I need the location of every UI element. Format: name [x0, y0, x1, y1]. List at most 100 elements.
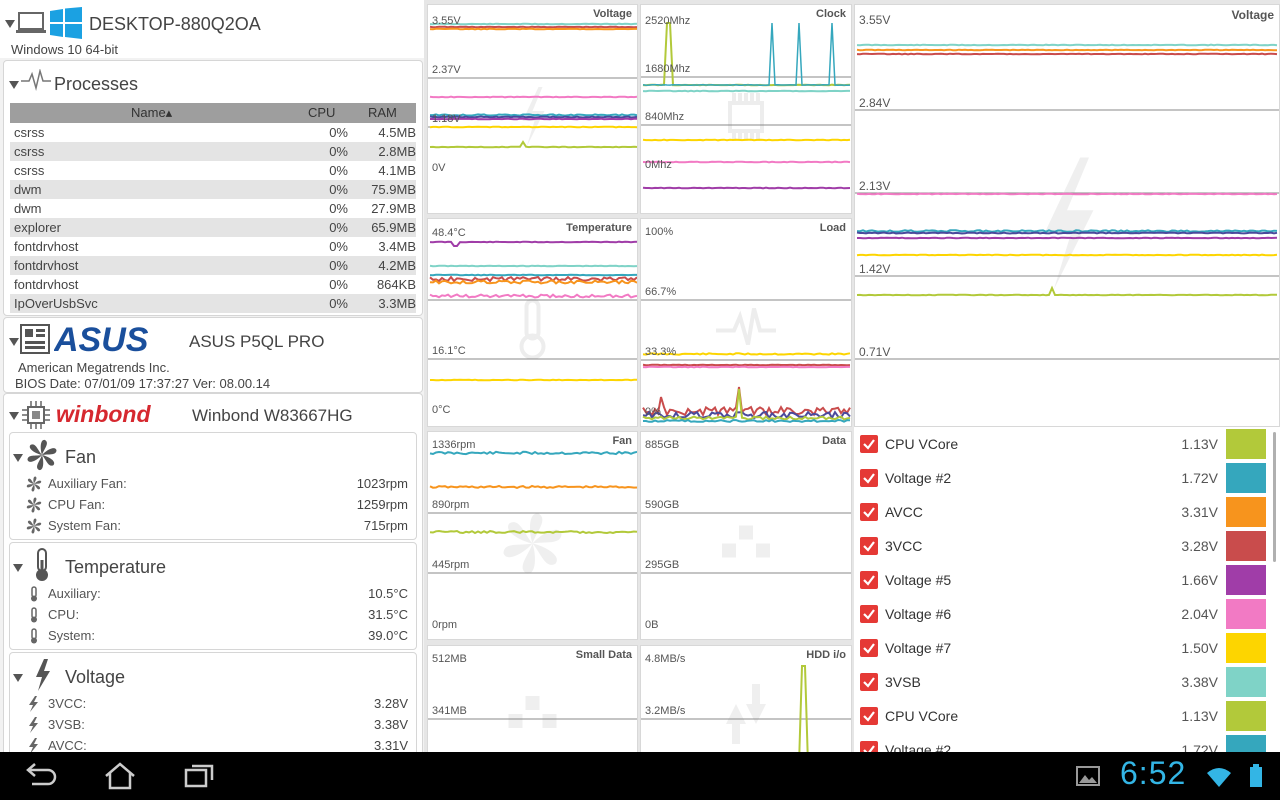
legend-item[interactable]: Voltage #5 1.66V [854, 563, 1274, 597]
thermometer-icon [31, 607, 37, 623]
thermometer-icon [31, 586, 37, 602]
processes-collapse-icon[interactable] [9, 81, 19, 89]
legend-item[interactable]: 3VSB 3.38V [854, 665, 1274, 699]
series-line [642, 388, 851, 421]
series-line [856, 52, 1278, 56]
load-graph[interactable]: 100% 66.7% 33.3% 0% Load [640, 218, 852, 427]
axis-label: 840Mhz [645, 111, 685, 123]
axis-label: 0B [645, 619, 659, 631]
series-line [856, 192, 1278, 196]
chip-collapse-icon[interactable] [9, 412, 19, 420]
legend-scrollbar[interactable] [1273, 432, 1276, 562]
series-checkbox[interactable] [860, 435, 878, 453]
process-row[interactable]: IpOverUsbSvc 0% 3.3MB [10, 294, 416, 313]
hdd-io-graph[interactable]: 4.8MB/s 3.2MB/s HDD i/o [640, 645, 852, 767]
process-cpu: 0% [329, 296, 348, 311]
fan-collapse-icon[interactable] [13, 454, 23, 462]
legend-item[interactable]: CPU VCore 1.13V [854, 427, 1274, 461]
series-checkbox[interactable] [860, 503, 878, 521]
legend-item[interactable]: AVCC 3.31V [854, 495, 1274, 529]
fan-card: Fan Auxiliary Fan: 1023rpm CPU Fan: 1259rpm… [9, 432, 417, 540]
sensor-value: 39.0°C [368, 628, 408, 643]
chip-card: winbond Winbond W83667HG Fan Auxiliary F… [3, 393, 423, 752]
axis-label: 2520Mhz [645, 15, 691, 27]
gallery-icon[interactable] [1076, 766, 1102, 790]
process-ram: 2.8MB [378, 144, 416, 159]
watermark-blocks-icon [722, 525, 770, 558]
process-row[interactable]: csrss 0% 4.1MB [10, 161, 416, 180]
voltage-graph[interactable]: 3.55V 2.37V 1.18V 0V Voltage [427, 4, 638, 214]
axis-label: 33.3% [645, 346, 677, 358]
sensor-label: CPU Fan: [48, 497, 106, 512]
fan-graph[interactable]: 1336rpm 890rpm 445rpm 0rpm Fan [427, 431, 638, 640]
process-row[interactable]: dwm 0% 75.9MB [10, 180, 416, 199]
clock-graph[interactable]: 2520Mhz 1680Mhz 840Mhz 0Mhz Clock [640, 4, 852, 214]
legend-item[interactable]: Voltage #7 1.50V [854, 631, 1274, 665]
process-row[interactable]: fontdrvhost 0% 4.2MB [10, 256, 416, 275]
motherboard-icon [20, 324, 50, 354]
series-checkbox[interactable] [860, 707, 878, 725]
small-data-graph[interactable]: 512MB 341MB Small Data [427, 645, 638, 767]
back-icon[interactable] [22, 760, 58, 792]
watermark-pulse-icon [716, 307, 776, 346]
series-checkbox[interactable] [860, 605, 878, 623]
column-header-name[interactable]: Name▴ [131, 105, 173, 120]
process-row[interactable]: fontdrvhost 0% 3.4MB [10, 237, 416, 256]
legend-item[interactable]: Voltage #2 1.72V [854, 733, 1274, 752]
temperature-graph[interactable]: 48.4°C 16.1°C 0°C Temperature [427, 218, 638, 427]
status-time: 6:52 [1120, 755, 1187, 791]
column-header-ram[interactable]: RAM [368, 105, 397, 120]
temperature-collapse-icon[interactable] [13, 564, 23, 572]
series-checkbox[interactable] [860, 469, 878, 487]
series-value: 2.04V [1181, 606, 1218, 622]
series-checkbox[interactable] [860, 537, 878, 555]
sensor-row: System Fan: 715rpm [26, 515, 408, 536]
sensor-label: 3VCC: [48, 696, 87, 711]
home-icon[interactable] [102, 760, 138, 792]
column-header-cpu[interactable]: CPU [308, 105, 336, 120]
fan-icon [26, 518, 42, 534]
sensor-label: Auxiliary Fan: [48, 476, 127, 491]
axis-label: 2.13V [859, 179, 891, 193]
series-checkbox[interactable] [860, 571, 878, 589]
series-line [642, 365, 850, 369]
temperature-card: Temperature Auxiliary: 10.5°C CPU: 31.5°C Sy… [9, 542, 417, 650]
series-color-swatch [1226, 565, 1266, 595]
legend-item[interactable]: Voltage #2 1.72V [854, 461, 1274, 495]
series-line [857, 236, 1278, 240]
recent-apps-icon[interactable] [182, 760, 218, 792]
process-ram: 4.2MB [378, 258, 416, 273]
process-row[interactable]: fontdrvhost 0% 864KB [10, 275, 416, 294]
process-row[interactable]: csrss 0% 4.5MB [10, 123, 416, 142]
process-ram: 4.5MB [378, 125, 416, 140]
voltage-collapse-icon[interactable] [13, 674, 23, 682]
process-row[interactable]: dwm 0% 27.9MB [10, 199, 416, 218]
process-ram: 65.9MB [371, 220, 416, 235]
motherboard-collapse-icon[interactable] [9, 338, 19, 346]
bios-info: BIOS Date: 07/01/09 17:37:27 Ver: 08.00.… [15, 376, 271, 391]
sensor-value: 1023rpm [356, 476, 408, 491]
series-checkbox[interactable] [860, 673, 878, 691]
legend-item[interactable]: CPU VCore 1.13V [854, 699, 1274, 733]
chip-model: Winbond W83667HG [192, 406, 353, 425]
process-row[interactable]: explorer 0% 65.9MB [10, 218, 416, 237]
series-line [642, 363, 851, 367]
graph-title: Load [819, 222, 846, 234]
system-header: DESKTOP-880Q2OA Windows 10 64-bit [0, 0, 424, 58]
series-checkbox[interactable] [860, 741, 878, 752]
series-line [642, 186, 851, 190]
winbond-logo: winbond [56, 401, 151, 427]
battery-icon [1250, 764, 1262, 787]
legend-item[interactable]: 3VCC 3.28V [854, 529, 1274, 563]
checkmark-icon [863, 541, 875, 552]
series-line [642, 22, 851, 87]
series-line [429, 125, 637, 129]
data-graph[interactable]: 885GB 590GB 295GB 0B Data [640, 431, 852, 640]
series-checkbox[interactable] [860, 639, 878, 657]
process-row[interactable]: csrss 0% 2.8MB [10, 142, 416, 161]
collapse-toggle-icon[interactable] [5, 20, 15, 28]
series-line [429, 22, 637, 26]
legend-item[interactable]: Voltage #6 2.04V [854, 597, 1274, 631]
process-cpu: 0% [329, 239, 348, 254]
